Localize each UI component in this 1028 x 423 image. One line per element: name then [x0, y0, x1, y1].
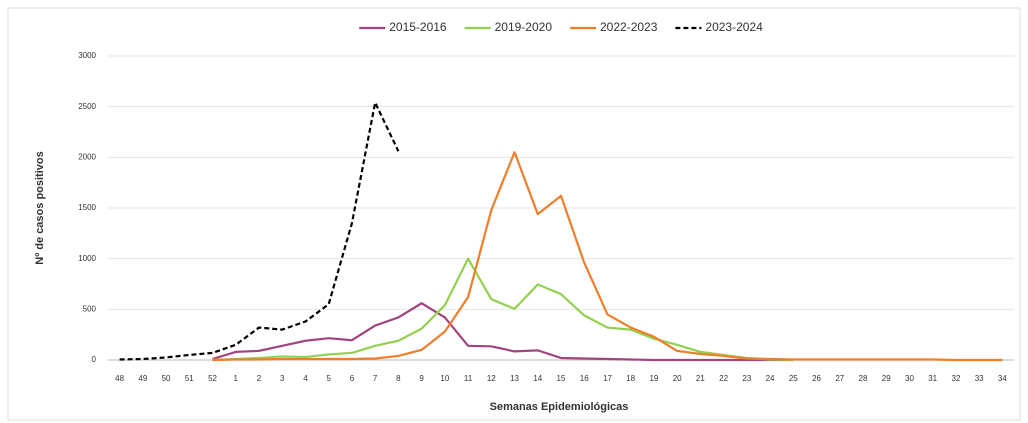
legend-label: 2022-2023: [600, 20, 658, 34]
x-tick-label: 15: [557, 374, 566, 383]
x-tick-label: 51: [185, 374, 194, 383]
y-tick-label: 1500: [78, 203, 96, 212]
x-tick-label: 31: [928, 374, 937, 383]
x-tick-label: 13: [510, 374, 519, 383]
x-tick-label: 5: [326, 374, 331, 383]
x-tick-label: 50: [162, 374, 171, 383]
x-tick-label: 27: [835, 374, 844, 383]
x-tick-label: 11: [464, 374, 473, 383]
legend-label: 2023-2024: [705, 20, 763, 34]
x-tick-label: 26: [812, 374, 821, 383]
x-tick-label: 14: [533, 374, 542, 383]
x-tick-label: 20: [673, 374, 682, 383]
series-line: [119, 101, 400, 361]
x-tick-label: 24: [766, 374, 775, 383]
x-tick-label: 23: [742, 374, 751, 383]
series-line: [212, 151, 1003, 362]
x-tick-label: 21: [696, 374, 705, 383]
x-tick-label: 16: [580, 374, 589, 383]
y-tick-label: 3000: [78, 51, 96, 60]
x-tick-label: 12: [487, 374, 496, 383]
series-line: [212, 257, 794, 362]
x-tick-label: 9: [419, 374, 424, 383]
x-tick-label: 2: [257, 374, 262, 383]
x-tick-label: 1: [234, 374, 239, 383]
x-axis-title: Semanas Epidemiológicas: [490, 401, 629, 413]
y-tick-label: 2000: [78, 152, 96, 161]
x-tick-label: 17: [603, 374, 612, 383]
x-tick-label: 7: [373, 374, 378, 383]
legend-label: 2019-2020: [495, 20, 553, 34]
x-tick-label: 10: [440, 374, 449, 383]
x-tick-label: 48: [115, 374, 124, 383]
x-tick-label: 25: [789, 374, 798, 383]
legend-label: 2015-2016: [389, 20, 447, 34]
x-tick-label: 52: [208, 374, 217, 383]
x-tick-label: 3: [280, 374, 285, 383]
y-tick-label: 0: [92, 355, 97, 364]
x-tick-label: 29: [882, 374, 891, 383]
x-tick-label: 18: [626, 374, 635, 383]
x-tick-label: 22: [719, 374, 728, 383]
y-tick-label: 500: [83, 304, 97, 313]
series-line: [212, 302, 794, 362]
x-tick-label: 34: [998, 374, 1007, 383]
y-tick-label: 1000: [78, 254, 96, 263]
x-tick-label: 28: [859, 374, 868, 383]
x-tick-label: 19: [649, 374, 658, 383]
x-tick-label: 33: [975, 374, 984, 383]
x-tick-label: 4: [303, 374, 308, 383]
y-axis-title: Nº de casos positivos: [34, 151, 46, 264]
x-tick-label: 6: [350, 374, 355, 383]
x-tick-label: 30: [905, 374, 914, 383]
x-tick-label: 8: [396, 374, 401, 383]
x-tick-label: 49: [138, 374, 147, 383]
x-tick-label: 32: [951, 374, 960, 383]
y-tick-label: 2500: [78, 102, 96, 111]
